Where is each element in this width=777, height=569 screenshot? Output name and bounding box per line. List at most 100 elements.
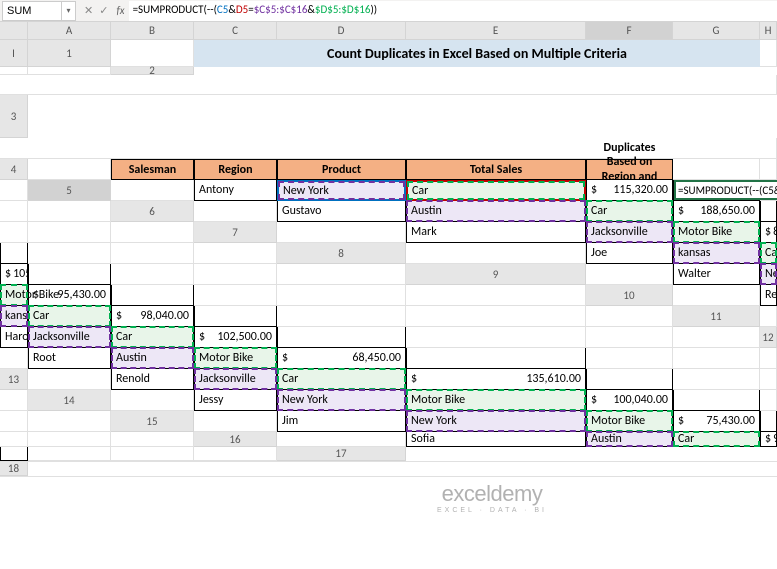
- table-cell[interactable]: $98,040.00: [111, 306, 194, 327]
- row-header[interactable]: 4: [0, 159, 28, 180]
- cell[interactable]: [277, 285, 406, 306]
- row-header[interactable]: 9: [406, 264, 586, 285]
- name-box-dropdown[interactable]: ▾: [62, 1, 76, 21]
- cell[interactable]: [0, 476, 777, 477]
- cell[interactable]: [111, 447, 194, 461]
- cell[interactable]: [111, 180, 194, 201]
- active-cell[interactable]: =SUMPRODUCT(--(C5&D5=$C$5:$C$16&$D$5:$D$…: [673, 180, 760, 201]
- row-header[interactable]: 2: [111, 67, 194, 75]
- table-cell[interactable]: [760, 201, 777, 222]
- col-header[interactable]: D: [277, 22, 406, 40]
- cell[interactable]: [194, 243, 277, 264]
- cell[interactable]: [406, 243, 586, 264]
- cell[interactable]: [760, 390, 777, 411]
- table-cell[interactable]: Motor Bike: [194, 348, 277, 369]
- table-cell[interactable]: Austin: [111, 348, 194, 369]
- col-header[interactable]: E: [406, 22, 586, 40]
- cell[interactable]: [28, 447, 111, 461]
- enter-icon[interactable]: ✓: [99, 4, 108, 17]
- cell[interactable]: [0, 390, 28, 411]
- cell[interactable]: [111, 243, 194, 264]
- table-cell[interactable]: Reese: [760, 285, 777, 306]
- cell[interactable]: [0, 348, 28, 369]
- table-cell[interactable]: Jessy: [194, 390, 277, 411]
- cell[interactable]: [194, 201, 277, 222]
- table-cell[interactable]: $105,430.00: [0, 264, 28, 285]
- row-header[interactable]: 5: [28, 180, 111, 201]
- table-cell[interactable]: $75,430.00: [673, 411, 760, 432]
- cell[interactable]: [406, 327, 586, 348]
- table-cell[interactable]: Car: [111, 327, 194, 348]
- table-cell[interactable]: $87,980.00: [760, 222, 777, 243]
- table-cell[interactable]: New York: [406, 411, 586, 432]
- table-cell[interactable]: Motor Bike: [406, 390, 586, 411]
- cell[interactable]: [194, 264, 277, 285]
- cell[interactable]: [0, 411, 28, 432]
- row-header[interactable]: 6: [111, 201, 194, 222]
- table-cell[interactable]: $100,040.00: [586, 390, 673, 411]
- table-cell[interactable]: [673, 390, 760, 411]
- table-cell[interactable]: [28, 264, 111, 285]
- table-cell[interactable]: Antony: [194, 180, 277, 201]
- cell[interactable]: [277, 306, 406, 327]
- cell[interactable]: [406, 306, 586, 327]
- row-header[interactable]: 16: [194, 432, 277, 447]
- cell[interactable]: [760, 306, 777, 327]
- cell[interactable]: [0, 432, 28, 447]
- name-box[interactable]: [2, 1, 62, 21]
- table-cell[interactable]: Root: [28, 348, 111, 369]
- cell[interactable]: [0, 67, 28, 75]
- table-cell[interactable]: Motor Bike: [0, 285, 28, 306]
- table-cell[interactable]: $98,650.00: [760, 432, 777, 447]
- table-cell[interactable]: $115,320.00: [586, 180, 673, 201]
- table-cell[interactable]: [586, 369, 673, 390]
- cell[interactable]: [673, 369, 760, 390]
- cell[interactable]: [673, 348, 760, 369]
- cell[interactable]: [760, 348, 777, 369]
- cell[interactable]: [673, 285, 760, 306]
- table-cell[interactable]: kansas: [0, 306, 28, 327]
- table-cell[interactable]: Car: [406, 180, 586, 201]
- cell[interactable]: [586, 264, 673, 285]
- cell[interactable]: [586, 306, 673, 327]
- table-cell[interactable]: [760, 411, 777, 432]
- table-cell[interactable]: $68,450.00: [277, 348, 406, 369]
- cell[interactable]: [194, 447, 277, 461]
- table-cell[interactable]: Walter: [673, 264, 760, 285]
- table-header[interactable]: Salesman: [111, 159, 194, 180]
- col-header[interactable]: H: [760, 22, 777, 40]
- select-all[interactable]: [0, 22, 28, 40]
- table-cell[interactable]: Jacksonville: [194, 369, 277, 390]
- cell[interactable]: [111, 222, 194, 243]
- table-cell[interactable]: kansas: [673, 243, 760, 264]
- table-cell[interactable]: Gustavo: [277, 201, 406, 222]
- table-cell[interactable]: Jacksonville: [586, 222, 673, 243]
- table-cell[interactable]: Motor Bike: [673, 222, 760, 243]
- cell[interactable]: [277, 222, 406, 243]
- table-cell[interactable]: [406, 348, 586, 369]
- row-header[interactable]: 8: [277, 243, 406, 264]
- table-cell[interactable]: Car: [586, 201, 673, 222]
- col-header[interactable]: C: [194, 22, 277, 40]
- table-cell[interactable]: Renold: [111, 369, 194, 390]
- table-cell[interactable]: Joe: [586, 243, 673, 264]
- cell[interactable]: [111, 432, 194, 447]
- cell[interactable]: [0, 222, 28, 243]
- cell[interactable]: [28, 222, 111, 243]
- cell[interactable]: [760, 159, 777, 180]
- table-cell[interactable]: New York: [277, 180, 406, 201]
- table-cell[interactable]: Harold: [0, 327, 28, 348]
- row-header[interactable]: 7: [194, 222, 277, 243]
- fx-icon[interactable]: fx: [116, 4, 124, 17]
- row-header[interactable]: 3: [0, 95, 28, 138]
- cell[interactable]: [406, 285, 586, 306]
- col-header[interactable]: A: [28, 22, 111, 40]
- table-cell[interactable]: New York: [277, 390, 406, 411]
- row-header[interactable]: 13: [0, 369, 28, 390]
- cell[interactable]: [586, 327, 673, 348]
- cell[interactable]: [28, 243, 111, 264]
- table-cell[interactable]: $102,500.00: [194, 327, 277, 348]
- cell[interactable]: [0, 75, 777, 95]
- cell[interactable]: [673, 327, 760, 348]
- table-cell[interactable]: Car: [673, 432, 760, 447]
